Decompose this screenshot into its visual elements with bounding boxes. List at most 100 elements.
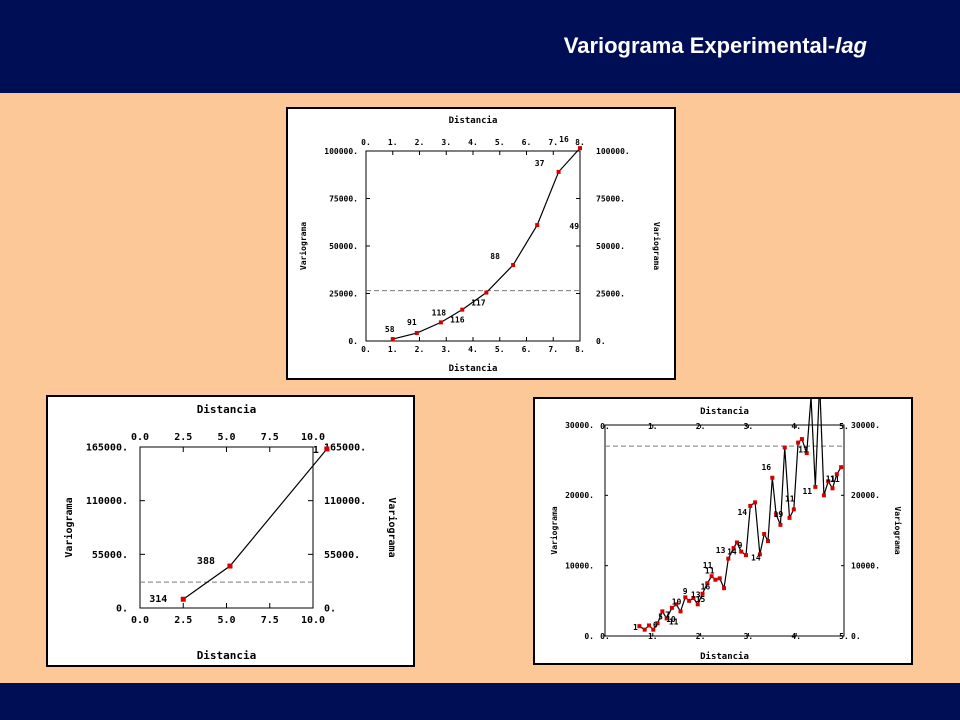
chart-title: Distancia — [449, 115, 498, 126]
point-count-label: 6 — [653, 621, 658, 630]
point-count-label: 116 — [450, 316, 465, 325]
data-point — [753, 500, 758, 505]
x-tick-label-top: 4. — [791, 422, 801, 431]
data-point — [660, 609, 665, 614]
data-point — [791, 507, 796, 512]
data-point — [438, 320, 443, 325]
variogram-chart-1: Distancia Distancia Variograma Variograma 0.… — [298, 115, 662, 374]
data-point — [687, 598, 692, 603]
x-tick-label-top: 0.0 — [131, 432, 149, 443]
data-point — [535, 223, 540, 228]
x-tick-label-top: 2. — [696, 422, 706, 431]
x-axis-label: Distancia — [700, 651, 749, 662]
data-point — [770, 475, 775, 480]
x-tick-label-top: 0. — [600, 422, 610, 431]
data-point — [826, 479, 831, 484]
x-tick-label-bottom: 3. — [744, 632, 754, 641]
y-tick-label-right: 25000. — [596, 289, 625, 298]
y-tick-label-right: 55000. — [324, 550, 360, 561]
x-tick-label-top: 7. — [548, 138, 558, 147]
y-tick-label-right: 100000. — [596, 147, 630, 156]
y-tick-label-left: 50000. — [329, 242, 358, 251]
x-tick-label-top: 2. — [415, 138, 425, 147]
y-tick-label-left: 30000. — [565, 421, 594, 430]
point-count-label: 16 — [559, 135, 569, 144]
point-count-label: 11 — [705, 566, 715, 575]
data-point — [722, 586, 727, 591]
x-tick-label-top: 2.5 — [174, 432, 192, 443]
x-tick-label-top: 1. — [648, 422, 658, 431]
y-tick-label-right: 50000. — [596, 242, 625, 251]
point-count-label: 58 — [385, 325, 395, 334]
y-tick-label-right: 75000. — [596, 194, 625, 203]
x-tick-label-top: 3. — [441, 138, 451, 147]
y-tick-label-right: 10000. — [851, 561, 880, 570]
y-tick-label-left: 25000. — [329, 289, 358, 298]
chart-title: Distancia — [197, 403, 257, 416]
x-tick-label-top: 4. — [468, 138, 478, 147]
point-count-label: 14 — [751, 553, 761, 562]
y-tick-label-right: 165000. — [324, 443, 366, 454]
point-count-label: 16 — [761, 463, 771, 472]
plot-frame — [604, 424, 845, 637]
point-count-label: 118 — [432, 308, 447, 317]
slide-title-italic: lag — [835, 33, 867, 58]
point-count-label: 11 — [785, 494, 795, 503]
point-count-label: 13 — [691, 590, 701, 599]
x-tick-label-top: 5. — [495, 138, 505, 147]
point-count-label: 1 — [633, 623, 638, 632]
point-count-label: 1 — [313, 445, 319, 456]
y-axis-label-left: Variograma — [298, 222, 308, 270]
y-tick-label-right: 110000. — [324, 496, 366, 507]
point-count-label: 314 — [149, 594, 167, 605]
data-point — [813, 484, 818, 489]
data-point — [757, 552, 762, 557]
header-band — [0, 0, 960, 93]
data-point — [762, 532, 767, 537]
data-point — [734, 540, 739, 545]
data-point — [748, 503, 753, 508]
x-tick-label-bottom: 2.5 — [174, 615, 192, 626]
data-point — [705, 581, 710, 586]
x-tick-label-bottom: 6. — [522, 345, 532, 354]
x-tick-label-bottom: 0. — [361, 345, 371, 354]
data-point — [556, 169, 561, 174]
data-point — [778, 522, 783, 527]
point-count-label: 15 — [696, 595, 706, 604]
data-point — [717, 576, 722, 581]
point-count-label: 7 — [665, 610, 670, 619]
x-axis-label: Distancia — [197, 649, 257, 662]
x-tick-label-bottom: 4. — [791, 632, 801, 641]
x-tick-label-top: 7.5 — [261, 432, 279, 443]
variogram-panel-1: Distancia Distancia Variograma Variograma 0.… — [286, 107, 676, 380]
data-point — [787, 515, 792, 520]
point-count-label: 117 — [471, 299, 486, 308]
data-point — [390, 337, 395, 342]
data-point — [646, 623, 651, 628]
y-tick-label-left: 75000. — [329, 194, 358, 203]
data-point — [227, 563, 233, 569]
point-count-label: 11 — [826, 474, 836, 483]
series-line — [392, 147, 581, 340]
data-point — [834, 472, 839, 477]
data-point — [678, 609, 683, 614]
slide-title-main: Variograma Experimental- — [563, 33, 836, 58]
footer-band — [0, 683, 960, 720]
data-point — [774, 512, 779, 517]
data-point — [739, 549, 744, 554]
x-tick-label-bottom: 5. — [495, 345, 505, 354]
variogram-panel-3: Distancia Distancia Variograma Variograma 0.… — [533, 397, 913, 665]
plot-frame — [139, 446, 314, 609]
data-point — [642, 627, 647, 632]
data-point — [637, 624, 642, 629]
x-tick-label-top: 1. — [388, 138, 398, 147]
x-tick-label-bottom: 2. — [696, 632, 706, 641]
x-tick-label-bottom: 3. — [441, 345, 451, 354]
x-tick-label-bottom: 4. — [468, 345, 478, 354]
point-count-label: 37 — [535, 159, 545, 168]
data-point — [511, 263, 516, 267]
data-point — [726, 556, 731, 561]
data-point — [484, 290, 489, 295]
point-count-label: 11 — [802, 487, 812, 496]
data-point — [830, 486, 835, 491]
